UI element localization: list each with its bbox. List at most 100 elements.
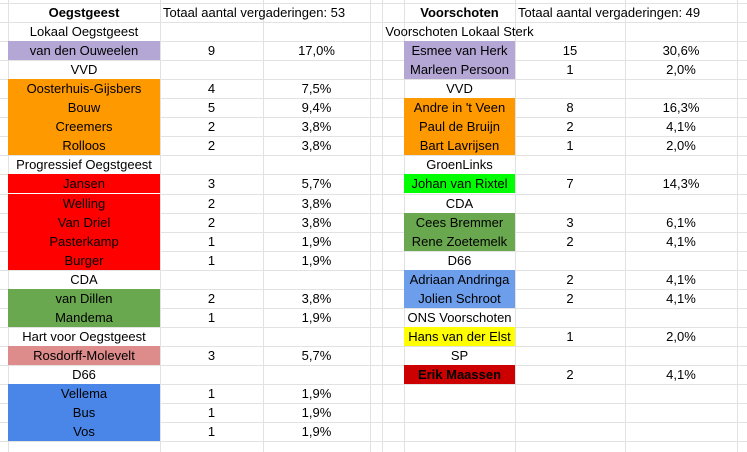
member-name-cell[interactable]: Vellema [8,384,160,404]
attendance-pct-cell[interactable]: 1,9% [301,424,332,440]
member-name-cell[interactable]: Welling [8,193,160,213]
attendance-pct-cell[interactable]: 4,1% [666,119,696,135]
attendance-count-cell[interactable]: 2 [566,271,574,287]
attendance-pct-cell[interactable]: 1,9% [301,252,332,268]
attendance-count-cell[interactable]: 1 [566,138,574,154]
attendance-pct-cell[interactable]: 16,3% [662,100,700,116]
member-name-cell[interactable]: Rosdorff-Molevelt [8,345,160,365]
party-header-cell[interactable]: CDA [445,195,474,211]
attendance-count-cell[interactable]: 8 [566,100,574,116]
attendance-count-cell[interactable]: 7 [566,176,574,192]
attendance-pct-cell[interactable]: 1,9% [301,405,332,421]
attendance-pct-cell[interactable]: 5,7% [301,347,332,363]
member-name-cell[interactable]: Johan van Rixtel [404,174,515,194]
attendance-pct-cell[interactable]: 7,5% [301,81,332,97]
member-name-cell[interactable]: Adriaan Andringa [404,269,515,289]
attendance-count-cell[interactable]: 2 [207,138,216,154]
member-name-cell[interactable]: Oosterhuis-Gijsbers [8,79,160,99]
party-header-cell[interactable]: SP [450,347,469,363]
party-header-cell[interactable]: VVD [446,81,473,97]
attendance-count-cell[interactable]: 2 [566,366,574,382]
attendance-count-cell[interactable]: 2 [566,290,574,306]
member-name-cell[interactable]: Bouw [8,98,160,118]
attendance-pct-cell[interactable]: 4,1% [666,290,696,306]
member-name-cell[interactable]: Paul de Bruijn [404,117,515,137]
attendance-count-cell[interactable]: 2 [566,233,574,249]
member-name-cell[interactable]: Jolien Schroot [404,288,515,308]
member-name-cell[interactable]: Rolloos [8,136,160,156]
attendance-pct-cell[interactable]: 9,4% [301,100,332,116]
attendance-count-cell[interactable]: 2 [566,119,574,135]
attendance-count-cell[interactable]: 1 [566,328,574,344]
attendance-pct-cell[interactable]: 1,9% [301,309,332,325]
attendance-count-cell[interactable]: 2 [207,195,216,211]
member-name-cell[interactable]: Rene Zoetemelk [404,231,515,251]
attendance-pct-cell[interactable]: 4,1% [666,271,696,287]
attendance-count-cell[interactable]: 2 [207,290,216,306]
left-total-meetings-label[interactable]: Totaal aantal vergaderingen: 53 [163,5,346,20]
member-name-cell[interactable]: van Dillen [8,288,160,308]
member-name-cell[interactable]: Mandema [8,307,160,327]
attendance-pct-cell[interactable]: 4,1% [666,233,696,249]
attendance-pct-cell[interactable]: 3,8% [301,290,332,306]
attendance-pct-cell[interactable]: 3,8% [301,214,332,230]
party-header-cell[interactable]: D66 [72,366,96,382]
right-table-title[interactable]: Voorschoten [420,5,499,20]
member-name-cell[interactable]: van den Ouweelen [8,41,160,61]
attendance-count-cell[interactable]: 1 [207,233,216,249]
party-header-cell[interactable]: CDA [70,271,98,287]
attendance-count-cell[interactable]: 1 [207,405,216,421]
party-header-cell[interactable]: Lokaal Oegstgeest [29,24,139,40]
attendance-count-cell[interactable]: 1 [207,386,216,401]
attendance-count-cell[interactable]: 5 [207,100,216,116]
attendance-pct-cell[interactable]: 4,1% [666,366,696,382]
party-header-cell[interactable]: D66 [447,252,472,268]
member-name-cell[interactable]: Van Driel [8,212,160,232]
member-name-cell[interactable]: Vos [8,422,160,442]
attendance-pct-cell[interactable]: 2,0% [666,62,696,78]
member-name-cell[interactable]: Bus [8,403,160,423]
attendance-pct-cell[interactable]: 14,3% [662,176,700,192]
attendance-pct-cell[interactable]: 2,0% [666,328,696,344]
party-header-cell[interactable]: Progressief Oegstgeest [16,157,152,173]
party-header-cell[interactable]: Hart voor Oegstgeest [22,328,146,344]
member-name-cell[interactable]: Esmee van Herk [404,41,515,61]
attendance-pct-cell[interactable]: 6,1% [666,214,696,230]
party-header-cell[interactable]: GroenLinks [426,157,493,173]
attendance-count-cell[interactable]: 1 [207,309,216,325]
party-header-cell[interactable]: VVD [70,62,98,78]
member-name-cell[interactable]: Creemers [8,117,160,137]
attendance-count-cell[interactable]: 1 [566,62,574,78]
attendance-pct-cell[interactable]: 2,0% [666,138,696,154]
attendance-count-cell[interactable]: 1 [207,424,216,440]
attendance-count-cell[interactable]: 4 [207,81,216,97]
member-name-cell[interactable]: Hans van der Elst [404,326,515,346]
attendance-pct-cell[interactable]: 1,9% [301,386,332,401]
attendance-pct-cell[interactable]: 1,9% [301,233,332,249]
member-name-cell[interactable]: Erik Maassen [404,364,515,384]
party-header-cell[interactable]: ONS Voorschoten [407,309,512,325]
attendance-count-cell[interactable]: 15 [562,43,578,59]
attendance-count-cell[interactable]: 3 [207,347,216,363]
member-name-cell[interactable]: Cees Bremmer [404,212,515,232]
attendance-pct-cell[interactable]: 17,0% [298,43,335,59]
member-name-cell[interactable]: Burger [8,250,160,270]
attendance-count-cell[interactable]: 2 [207,119,216,135]
attendance-pct-cell[interactable]: 3,8% [301,119,332,135]
attendance-pct-cell[interactable]: 5,7% [301,176,332,192]
attendance-count-cell[interactable]: 1 [207,252,216,268]
member-name-cell[interactable]: Marleen Persoon [404,60,515,80]
member-name-cell[interactable]: Bart Lavrijsen [404,136,515,156]
party-header-cell[interactable]: Voorschoten Lokaal Sterk [385,24,534,40]
member-name-cell[interactable]: Andre in 't Veen [404,98,515,118]
member-name-cell[interactable]: Jansen [8,174,160,194]
attendance-count-cell[interactable]: 3 [566,214,574,230]
attendance-count-cell[interactable]: 3 [207,176,216,192]
attendance-pct-cell[interactable]: 3,8% [301,195,332,211]
right-total-meetings-label[interactable]: Totaal aantal vergaderingen: 49 [518,5,701,20]
member-name-cell[interactable]: Pasterkamp [8,231,160,251]
attendance-pct-cell[interactable]: 30,6% [662,43,700,59]
attendance-count-cell[interactable]: 9 [207,43,216,59]
attendance-pct-cell[interactable]: 3,8% [301,138,332,154]
left-table-title[interactable]: Oegstgeest [48,5,120,20]
